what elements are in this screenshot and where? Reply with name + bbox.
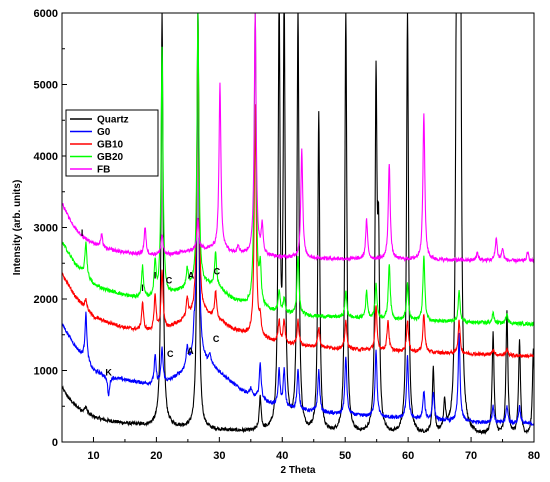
y-tick-label: 3000 bbox=[34, 223, 58, 235]
series-line-fb bbox=[62, 13, 534, 265]
peak-label: A bbox=[188, 270, 195, 280]
y-tick-label: 2000 bbox=[34, 294, 58, 306]
legend-box bbox=[65, 109, 159, 177]
y-tick-label: 4000 bbox=[34, 151, 58, 163]
x-tick-label: 80 bbox=[528, 450, 540, 462]
peak-label: C bbox=[213, 334, 220, 344]
peak-label: I bbox=[81, 228, 84, 238]
y-tick-label: 1000 bbox=[34, 366, 58, 378]
peak-label: C bbox=[166, 275, 173, 285]
legend-entry: Quartz bbox=[97, 115, 129, 126]
x-tick-label: 10 bbox=[87, 450, 99, 462]
series-line-g0 bbox=[62, 13, 534, 426]
peak-label: A bbox=[187, 346, 194, 356]
y-tick-label: 5000 bbox=[34, 80, 58, 92]
x-tick-label: 40 bbox=[276, 450, 288, 462]
peak-label: I bbox=[154, 270, 157, 280]
x-axis-title: 2 Theta bbox=[280, 465, 315, 476]
peak-label: C bbox=[167, 349, 174, 359]
x-tick-label: 70 bbox=[465, 450, 477, 462]
peak-label: I bbox=[141, 283, 144, 293]
y-axis: 0 1000 2000 3000 4000 5000 6000 bbox=[34, 8, 67, 449]
legend-entry: G0 bbox=[97, 127, 111, 138]
series-layer bbox=[62, 13, 534, 436]
legend-entry: GB10 bbox=[97, 140, 124, 151]
series-line-gb10 bbox=[62, 13, 534, 359]
series-line-quartz bbox=[62, 13, 534, 436]
x-tick-label: 60 bbox=[402, 450, 414, 462]
x-tick-label: 30 bbox=[213, 450, 225, 462]
peak-label: C bbox=[214, 267, 221, 277]
x-tick-label: 50 bbox=[339, 450, 351, 462]
y-axis-title: Intensity (arb. units) bbox=[12, 180, 23, 276]
series-line-gb20 bbox=[62, 13, 534, 328]
y-tick-label: 6000 bbox=[34, 8, 58, 20]
legend-entry: GB20 bbox=[97, 152, 124, 163]
legend-entry: FB bbox=[97, 165, 110, 176]
x-axis: 10 20 30 40 50 60 70 80 bbox=[61, 437, 540, 462]
y-tick-label: 0 bbox=[52, 437, 58, 449]
x-tick-label: 20 bbox=[150, 450, 162, 462]
peak-label: K bbox=[105, 368, 112, 378]
